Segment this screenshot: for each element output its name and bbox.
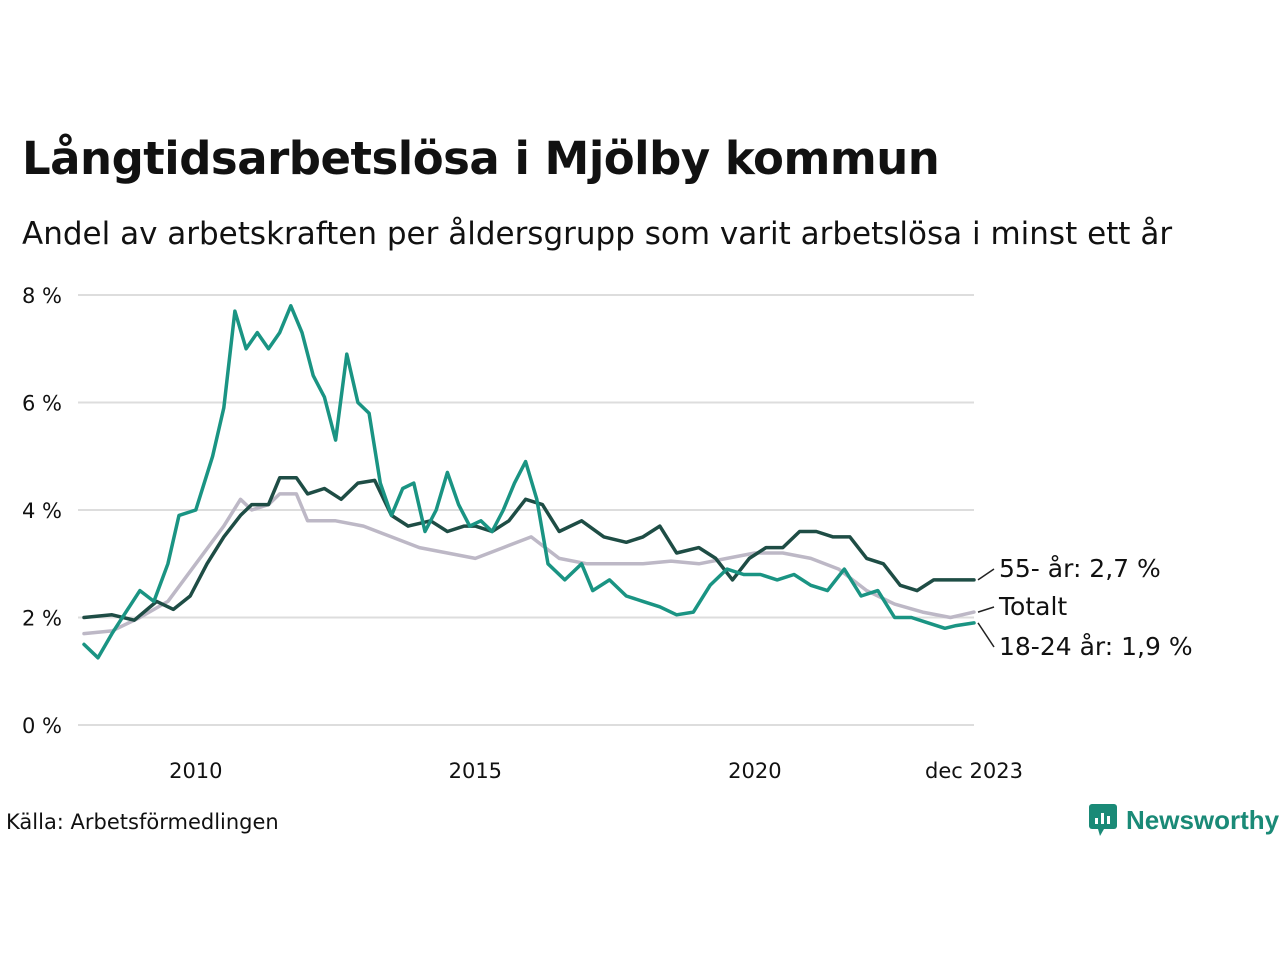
y-tick-label: 4 % bbox=[22, 499, 62, 523]
x-tick-label: 2015 bbox=[449, 759, 502, 783]
y-axis-ticks: 0 % 2 % 4 % 6 % 8 % bbox=[22, 284, 62, 738]
y-tick-label: 8 % bbox=[22, 284, 62, 308]
chart-subtitle: Andel av arbetskraften per åldersgrupp s… bbox=[22, 216, 1173, 252]
chart-title: Långtidsarbetslösa i Mjölby kommun bbox=[22, 132, 940, 185]
label-leader-1 bbox=[977, 568, 995, 581]
y-tick-label: 2 % bbox=[22, 607, 62, 631]
series-line-2 bbox=[82, 304, 976, 660]
series-end-labels: Totalt 55- år: 2,7 % 18-24 år: 1,9 % bbox=[977, 554, 1193, 661]
label-leader-2 bbox=[977, 622, 995, 648]
brand-name: Newsworthy bbox=[1126, 804, 1280, 835]
line-chart: 0 % 2 % 4 % 6 % 8 % 2010 2015 2020 dec 2023 Tot… bbox=[22, 284, 1193, 783]
y-tick-label: 0 % bbox=[22, 714, 62, 738]
series-lines bbox=[82, 304, 976, 660]
series-line-1 bbox=[82, 476, 976, 622]
source-note: Källa: Arbetsförmedlingen bbox=[6, 810, 279, 834]
x-tick-label: dec 2023 bbox=[925, 759, 1023, 783]
series-line-0 bbox=[82, 492, 976, 636]
series-end-label: 18-24 år: 1,9 % bbox=[999, 632, 1193, 661]
x-tick-label: 2010 bbox=[169, 759, 222, 783]
x-axis-ticks: 2010 2015 2020 dec 2023 bbox=[169, 759, 1023, 783]
label-leader-0 bbox=[977, 606, 995, 613]
newsworthy-logo-icon bbox=[1089, 804, 1117, 836]
series-end-label: 55- år: 2,7 % bbox=[999, 554, 1161, 583]
grid-lines bbox=[78, 294, 974, 726]
y-tick-label: 6 % bbox=[22, 392, 62, 416]
newsworthy-logo: Newsworthy bbox=[1088, 803, 1279, 837]
series-end-label: Totalt bbox=[998, 592, 1067, 621]
x-tick-label: 2020 bbox=[728, 759, 781, 783]
